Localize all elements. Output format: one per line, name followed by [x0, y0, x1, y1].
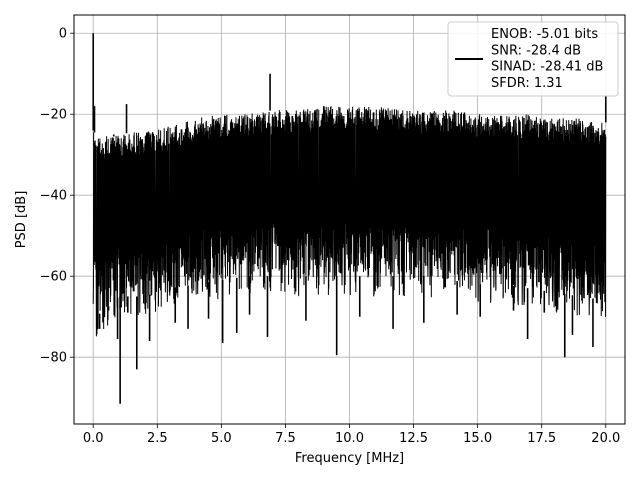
x-tick-label: 12.5	[399, 431, 428, 446]
x-axis-label: Frequency [MHz]	[295, 451, 404, 466]
y-tick-label: −80	[40, 351, 67, 366]
y-tick-label: −60	[40, 270, 67, 285]
x-tick-label: 7.5	[275, 431, 296, 446]
x-tick-label: 2.5	[147, 431, 168, 446]
plot-area	[92, 33, 607, 404]
legend-text-line: SFDR: 1.31	[491, 76, 563, 91]
legend-box	[447, 21, 619, 97]
y-tick-label: −20	[40, 108, 67, 123]
y-axis-label: PSD [dB]	[14, 191, 29, 249]
x-axis: 0.0 2.5 5.0 7.5 10.0 12.5 15.0 17.5 20.0	[83, 424, 620, 446]
legend-text-line: SINAD: -28.41 dB	[491, 60, 603, 75]
y-tick-label: 0	[59, 27, 67, 42]
x-tick-label: 10.0	[335, 431, 364, 446]
x-tick-label: 20.0	[591, 431, 620, 446]
x-tick-label: 0.0	[83, 431, 104, 446]
y-tick-label: −40	[40, 189, 67, 204]
x-tick-label: 15.0	[463, 431, 492, 446]
psd-trace	[92, 106, 607, 337]
y-axis: 0 −20 −40 −60 −80	[40, 27, 74, 366]
legend-text-line: SNR: -28.4 dB	[491, 43, 581, 58]
legend-text-line: ENOB: -5.01 bits	[491, 27, 598, 42]
x-tick-label: 17.5	[527, 431, 556, 446]
x-tick-label: 5.0	[211, 431, 232, 446]
